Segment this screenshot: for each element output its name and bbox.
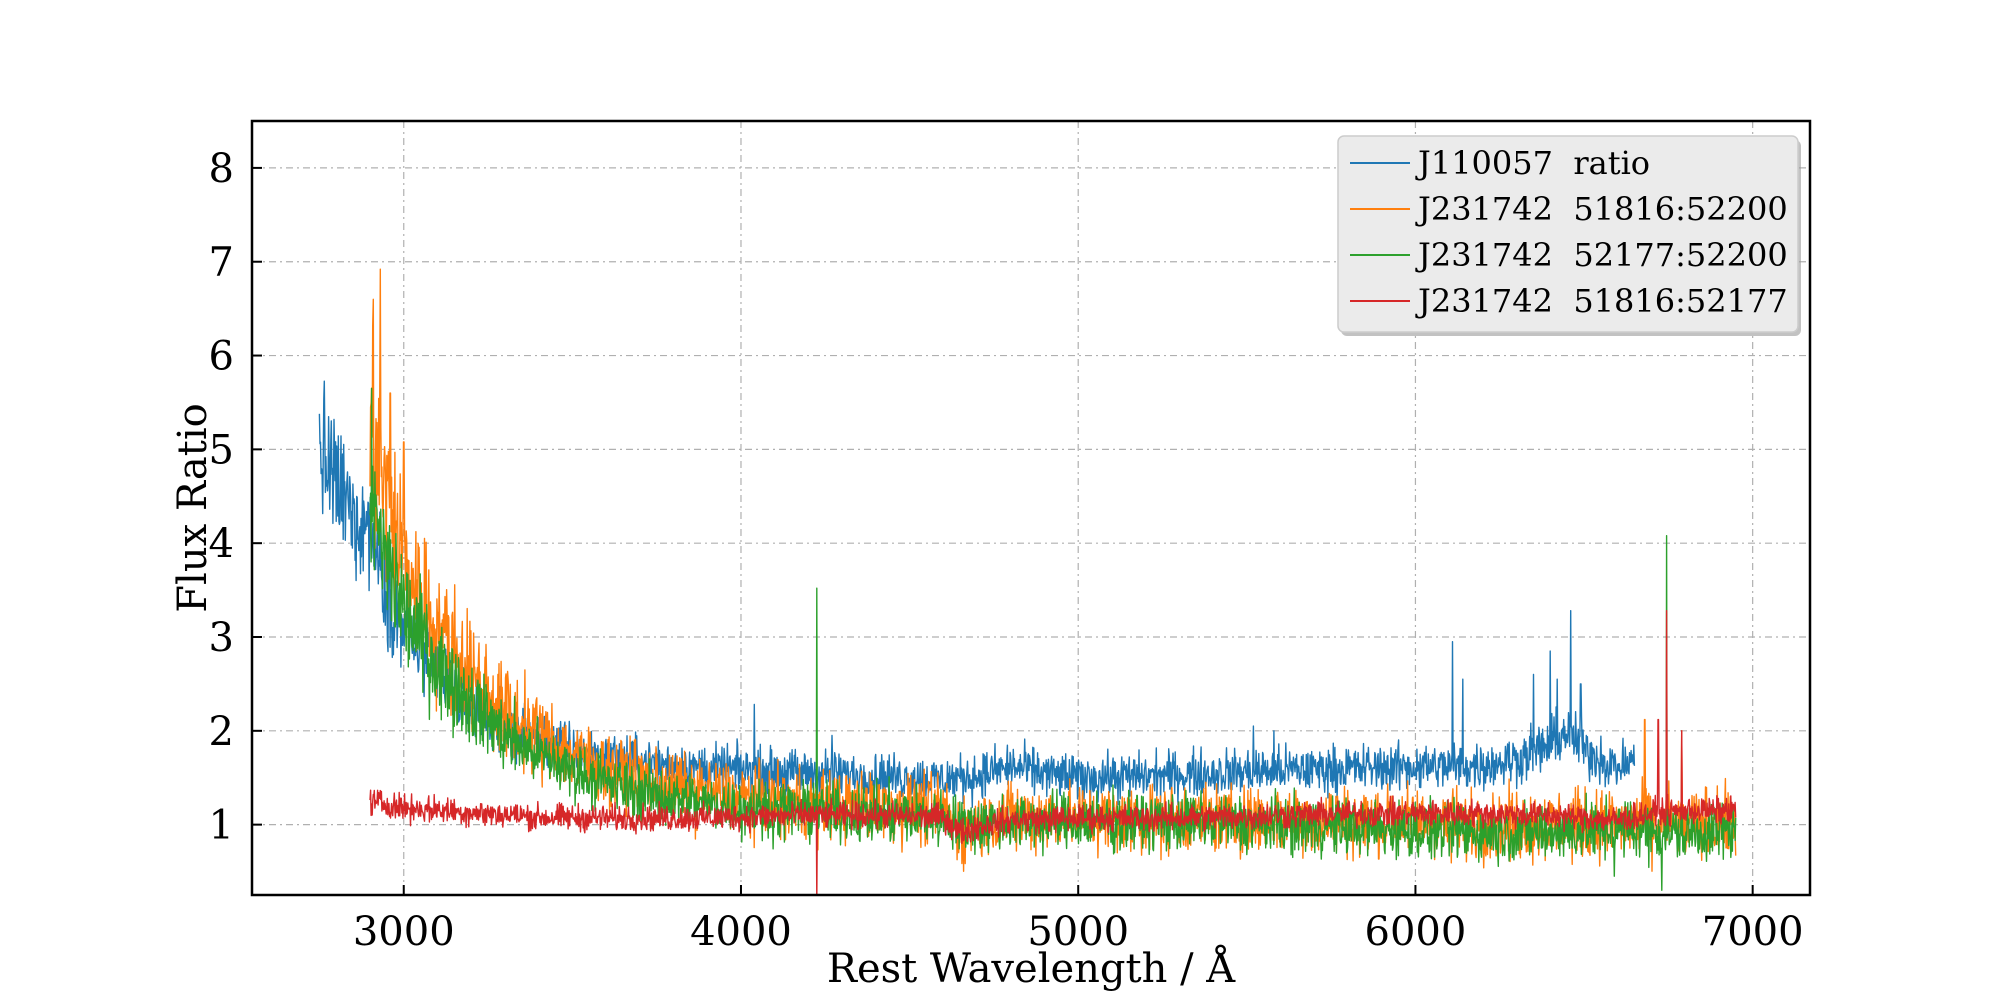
series-line-4 [369,610,1737,895]
legend-box [1337,135,1799,333]
series-line-3 [369,387,1737,891]
y-tick-label: 2 [209,709,234,755]
y-axis-label: Flux Ratio [170,403,216,612]
y-tick-label: 3 [209,615,234,661]
x-axis-label: Rest Wavelength / Å [827,945,1236,992]
legend-label-1: J110057 ratio [1415,144,1650,182]
legend-label-3: J231742 52177:52200 [1415,236,1788,274]
series-layer [318,268,1737,895]
y-tick-label: 8 [209,146,234,192]
x-tick-label: 5000 [1027,909,1129,955]
plot-frame [250,119,1812,897]
x-tick-label: 3000 [353,909,455,955]
legend: J110057 ratio J231742 51816:52200 J231742 … [1337,135,1801,336]
y-tick-label: 5 [209,427,234,473]
legend-label-2: J231742 51816:52200 [1415,190,1788,228]
y-tick-label: 4 [209,521,234,567]
y-tick-label: 7 [209,240,234,286]
axis-ticks: 3000 4000 5000 6000 7000 1 2 3 4 5 6 7 8 [209,146,1804,955]
y-tick-label: 1 [209,803,234,849]
x-tick-label: 4000 [690,909,792,955]
x-tick-label: 7000 [1702,909,1804,955]
legend-label-4: J231742 51816:52177 [1415,282,1788,320]
x-tick-label: 6000 [1365,909,1467,955]
y-tick-label: 6 [209,334,234,380]
